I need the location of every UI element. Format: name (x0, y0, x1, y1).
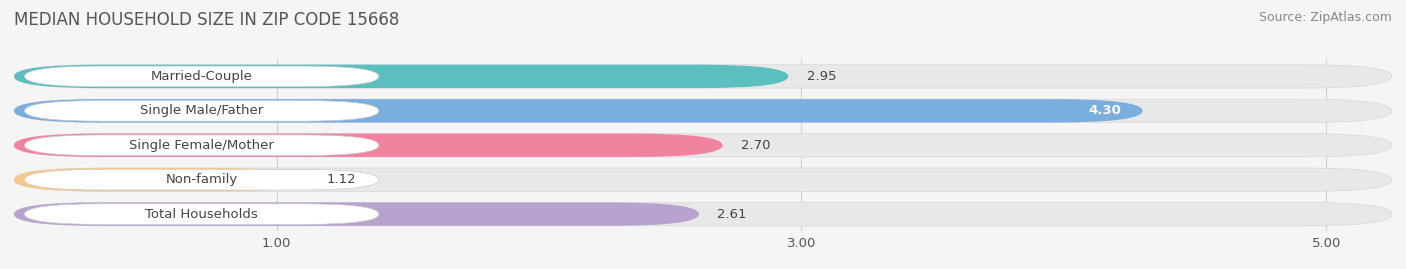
Text: Source: ZipAtlas.com: Source: ZipAtlas.com (1258, 11, 1392, 24)
Text: 1.12: 1.12 (326, 173, 356, 186)
Text: MEDIAN HOUSEHOLD SIZE IN ZIP CODE 15668: MEDIAN HOUSEHOLD SIZE IN ZIP CODE 15668 (14, 11, 399, 29)
FancyBboxPatch shape (24, 135, 378, 155)
FancyBboxPatch shape (14, 133, 723, 157)
FancyBboxPatch shape (24, 101, 378, 121)
FancyBboxPatch shape (14, 202, 699, 226)
Text: Non-family: Non-family (166, 173, 238, 186)
FancyBboxPatch shape (24, 66, 378, 87)
Text: 2.61: 2.61 (717, 208, 747, 221)
FancyBboxPatch shape (14, 65, 789, 88)
FancyBboxPatch shape (14, 168, 1392, 192)
FancyBboxPatch shape (14, 99, 1143, 123)
FancyBboxPatch shape (14, 168, 308, 192)
FancyBboxPatch shape (24, 169, 378, 190)
FancyBboxPatch shape (14, 65, 1392, 88)
Text: 4.30: 4.30 (1088, 104, 1122, 117)
Text: Single Female/Mother: Single Female/Mother (129, 139, 274, 152)
Text: Single Male/Father: Single Male/Father (141, 104, 263, 117)
FancyBboxPatch shape (24, 204, 378, 224)
Text: Married-Couple: Married-Couple (150, 70, 253, 83)
Text: Total Households: Total Households (145, 208, 259, 221)
Text: 2.70: 2.70 (741, 139, 770, 152)
FancyBboxPatch shape (14, 202, 1392, 226)
FancyBboxPatch shape (14, 99, 1392, 123)
Text: 2.95: 2.95 (807, 70, 837, 83)
FancyBboxPatch shape (14, 133, 1392, 157)
